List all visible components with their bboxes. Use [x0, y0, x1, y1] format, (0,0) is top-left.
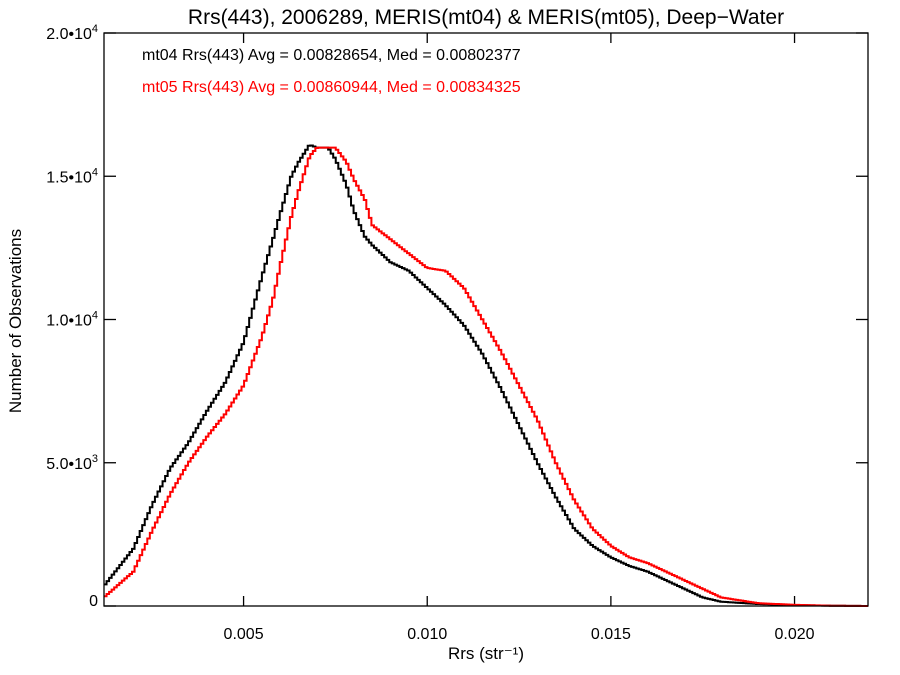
chart-title: Rrs(443), 2006289, MERIS(mt04) & MERIS(m… [188, 6, 784, 29]
y-tick-label-base: 1.0•10 [46, 313, 92, 330]
y-tick-label-exponent: 4 [92, 310, 98, 322]
x-tick-label: 0.015 [591, 626, 631, 643]
y-tick-label: 1.5•104 [46, 166, 98, 186]
series-layer [104, 144, 868, 607]
y-axis-label: Number of Observations [6, 229, 25, 413]
y-tick-label: 0 [89, 593, 98, 610]
y-tick-label: 5.0•103 [46, 453, 98, 473]
plot-frame [103, 32, 869, 607]
series-0-histogram [104, 144, 868, 607]
x-axis-label: Rrs (str⁻¹) [448, 644, 524, 663]
series-1-histogram [104, 146, 868, 607]
y-tick-label: 1.0•104 [46, 310, 98, 330]
x-tick-label: 0.010 [407, 626, 447, 643]
y-tick-label-exponent: 3 [92, 453, 98, 465]
y-tick-label-exponent: 4 [92, 23, 98, 35]
legend-entry-mt05: mt05 Rrs(443) Avg = 0.00860944, Med = 0.… [142, 79, 521, 96]
x-tick-label: 0.005 [224, 626, 264, 643]
y-tick-label-base: 5.0•10 [46, 456, 92, 473]
y-tick-label-base: 1.5•10 [46, 169, 92, 186]
y-tick-label: 2.0•104 [46, 23, 98, 43]
x-axis-ticks: 0.005 0.010 0.015 0.020 [224, 33, 815, 643]
y-tick-label-base: 0 [89, 593, 98, 610]
legend-entry-mt04: mt04 Rrs(443) Avg = 0.00828654, Med = 0.… [142, 47, 521, 64]
x-tick-label: 0.020 [775, 626, 815, 643]
y-tick-label-exponent: 4 [92, 166, 98, 178]
y-tick-label-base: 2.0•10 [46, 26, 92, 43]
